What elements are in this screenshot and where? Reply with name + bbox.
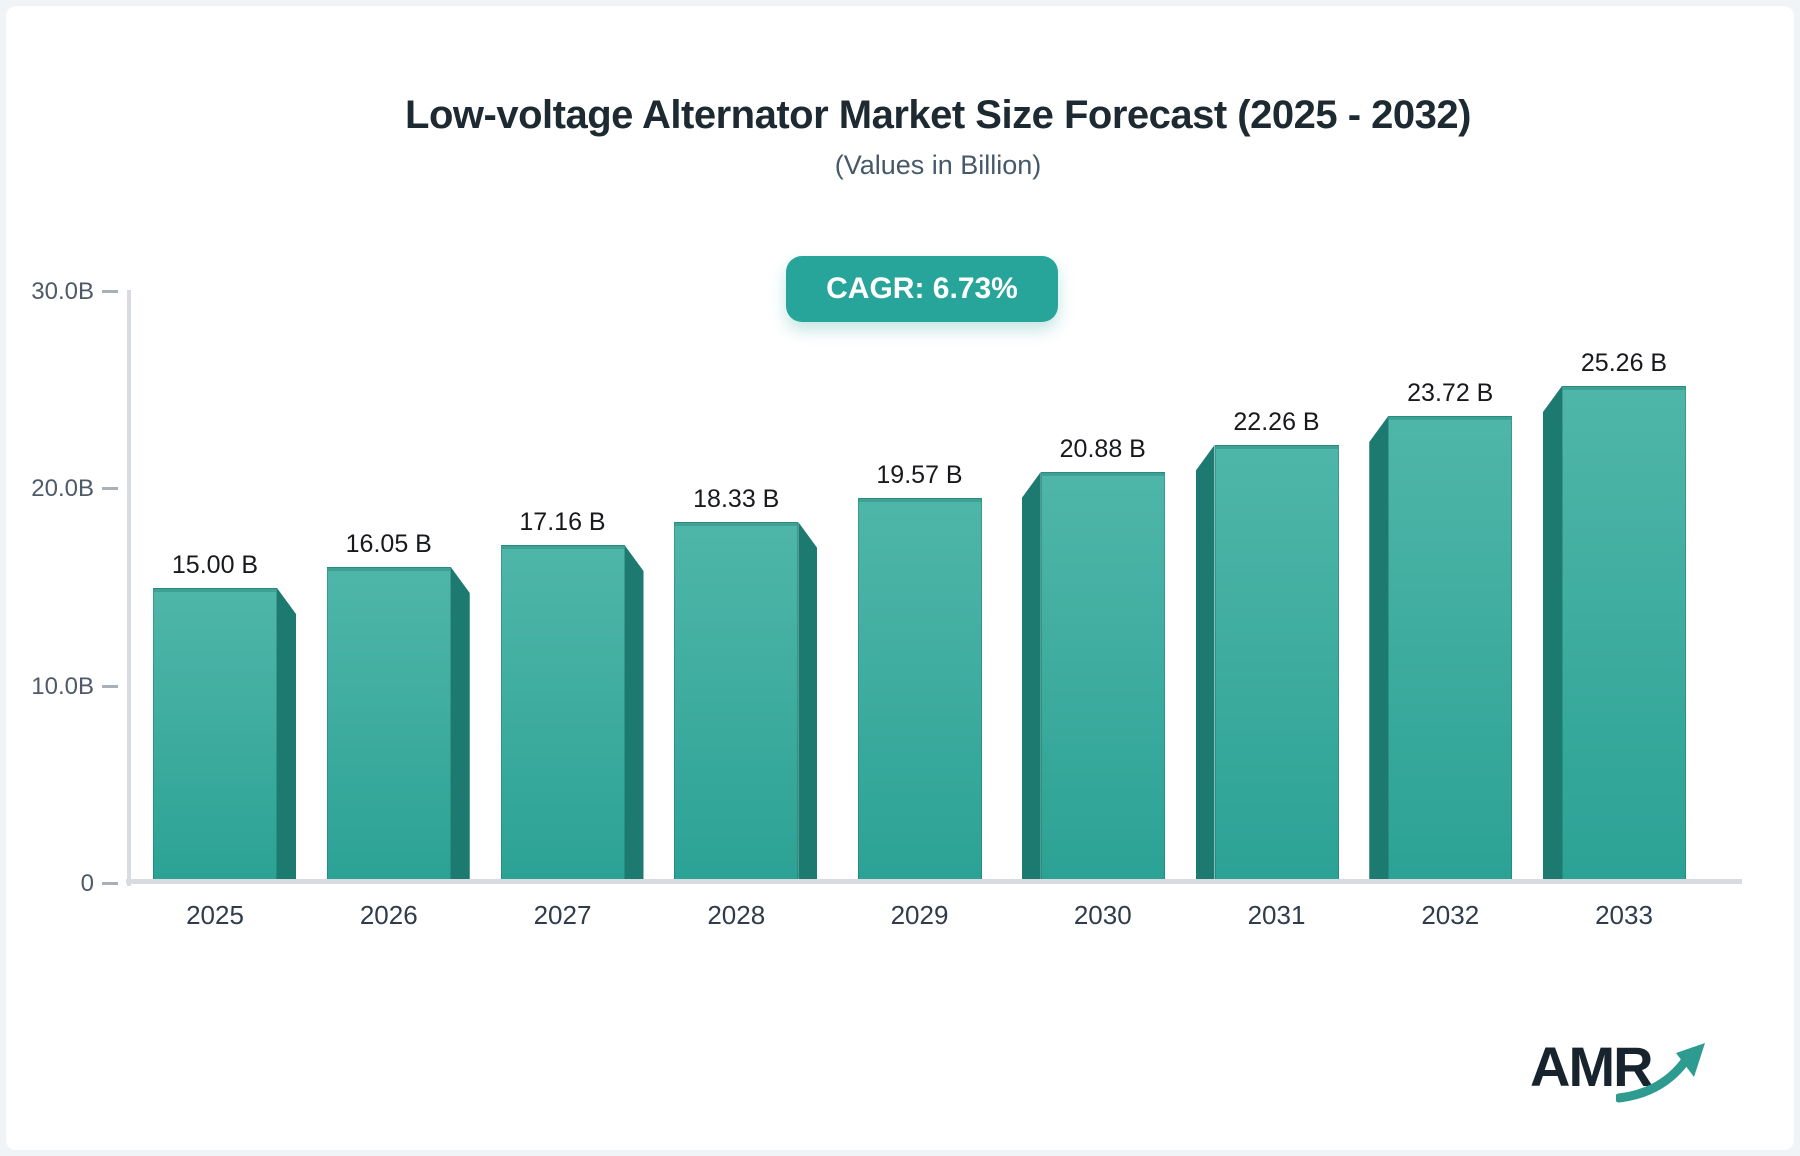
bar-value-label-2029: 19.57 B <box>876 461 963 489</box>
bar-3d-side-2028 <box>798 522 818 884</box>
y-axis-line <box>127 290 131 886</box>
bar-face-2033 <box>1562 386 1686 884</box>
bar-value-label-2028: 18.33 B <box>693 485 780 513</box>
bar-2026: 16.05 B <box>326 530 470 884</box>
bar-2028: 18.33 B <box>674 485 818 884</box>
bar-value-label-2031: 22.26 B <box>1233 408 1320 436</box>
bar-face-2028 <box>674 522 799 884</box>
bar-value-label-2032: 23.72 B <box>1407 379 1494 407</box>
x-axis-line <box>126 879 1742 884</box>
bar-face-2031 <box>1214 445 1339 884</box>
x-axis-label-2032: 2032 <box>1421 900 1480 930</box>
cagr-badge: CAGR: 6.73% <box>786 256 1058 322</box>
bar-face-2025 <box>153 588 277 884</box>
y-tick-mark <box>102 684 118 688</box>
bar-value-label-2026: 16.05 B <box>345 530 432 558</box>
bar-3d-side-2027 <box>624 545 644 884</box>
y-tick-label: 30.0B <box>31 278 94 305</box>
y-tick-label: 10.0B <box>31 672 94 700</box>
bar-2032: 23.72 B <box>1369 379 1513 884</box>
x-axis-label-2027: 2027 <box>533 900 592 930</box>
bar-face-2032 <box>1388 416 1513 884</box>
bar-face-2027 <box>500 545 625 884</box>
bar-2027: 17.16 B <box>500 508 644 884</box>
bar-3d-side-2026 <box>450 567 470 884</box>
bar-2033: 25.26 B <box>1543 349 1686 884</box>
y-tick-label: 0 <box>80 870 94 897</box>
bar-value-label-2033: 25.26 B <box>1580 349 1668 377</box>
bar-face-2029 <box>857 498 982 884</box>
bar-3d-side-2033 <box>1543 386 1562 884</box>
y-tick-label: 20.0B <box>31 475 94 503</box>
bar-face-2026 <box>326 567 451 884</box>
amr-logo-text: AMR <box>1530 1035 1654 1098</box>
bar-value-label-2030: 20.88 B <box>1059 435 1146 463</box>
bar-2031: 22.26 B <box>1195 408 1339 884</box>
x-axis-label-2030: 2030 <box>1073 900 1132 930</box>
chart-title: Low-voltage Alternator Market Size Forec… <box>405 93 1471 137</box>
chart-subtitle: (Values in Billion) <box>834 150 1042 180</box>
x-axis-label-2026: 2026 <box>359 900 418 930</box>
bar-2025: 15.00 B <box>153 551 296 884</box>
y-tick-mark <box>102 487 118 491</box>
growth-arrow-icon <box>1616 1043 1705 1103</box>
x-axis-label-2025: 2025 <box>186 900 244 930</box>
bar-3d-side-2032 <box>1369 416 1389 884</box>
bar-3d-side-2030 <box>1021 472 1041 884</box>
x-axis-label-2033: 2033 <box>1595 900 1653 930</box>
y-tick-mark <box>102 882 118 885</box>
x-axis-label-2031: 2031 <box>1247 900 1306 930</box>
amr-logo: AMR <box>1530 1034 1790 1114</box>
bar-3d-side-2025 <box>277 588 296 884</box>
bar-face-2030 <box>1040 472 1165 884</box>
bar-value-label-2027: 17.16 B <box>519 508 606 536</box>
bar-2030: 20.88 B <box>1021 435 1165 884</box>
bar-3d-side-2031 <box>1195 445 1215 884</box>
bar-value-label-2025: 15.00 B <box>171 551 259 579</box>
y-tick-mark <box>102 290 118 293</box>
x-axis-label-2028: 2028 <box>707 900 766 930</box>
bar-2029: 19.57 B <box>857 461 982 884</box>
x-axis-label-2029: 2029 <box>890 900 949 930</box>
